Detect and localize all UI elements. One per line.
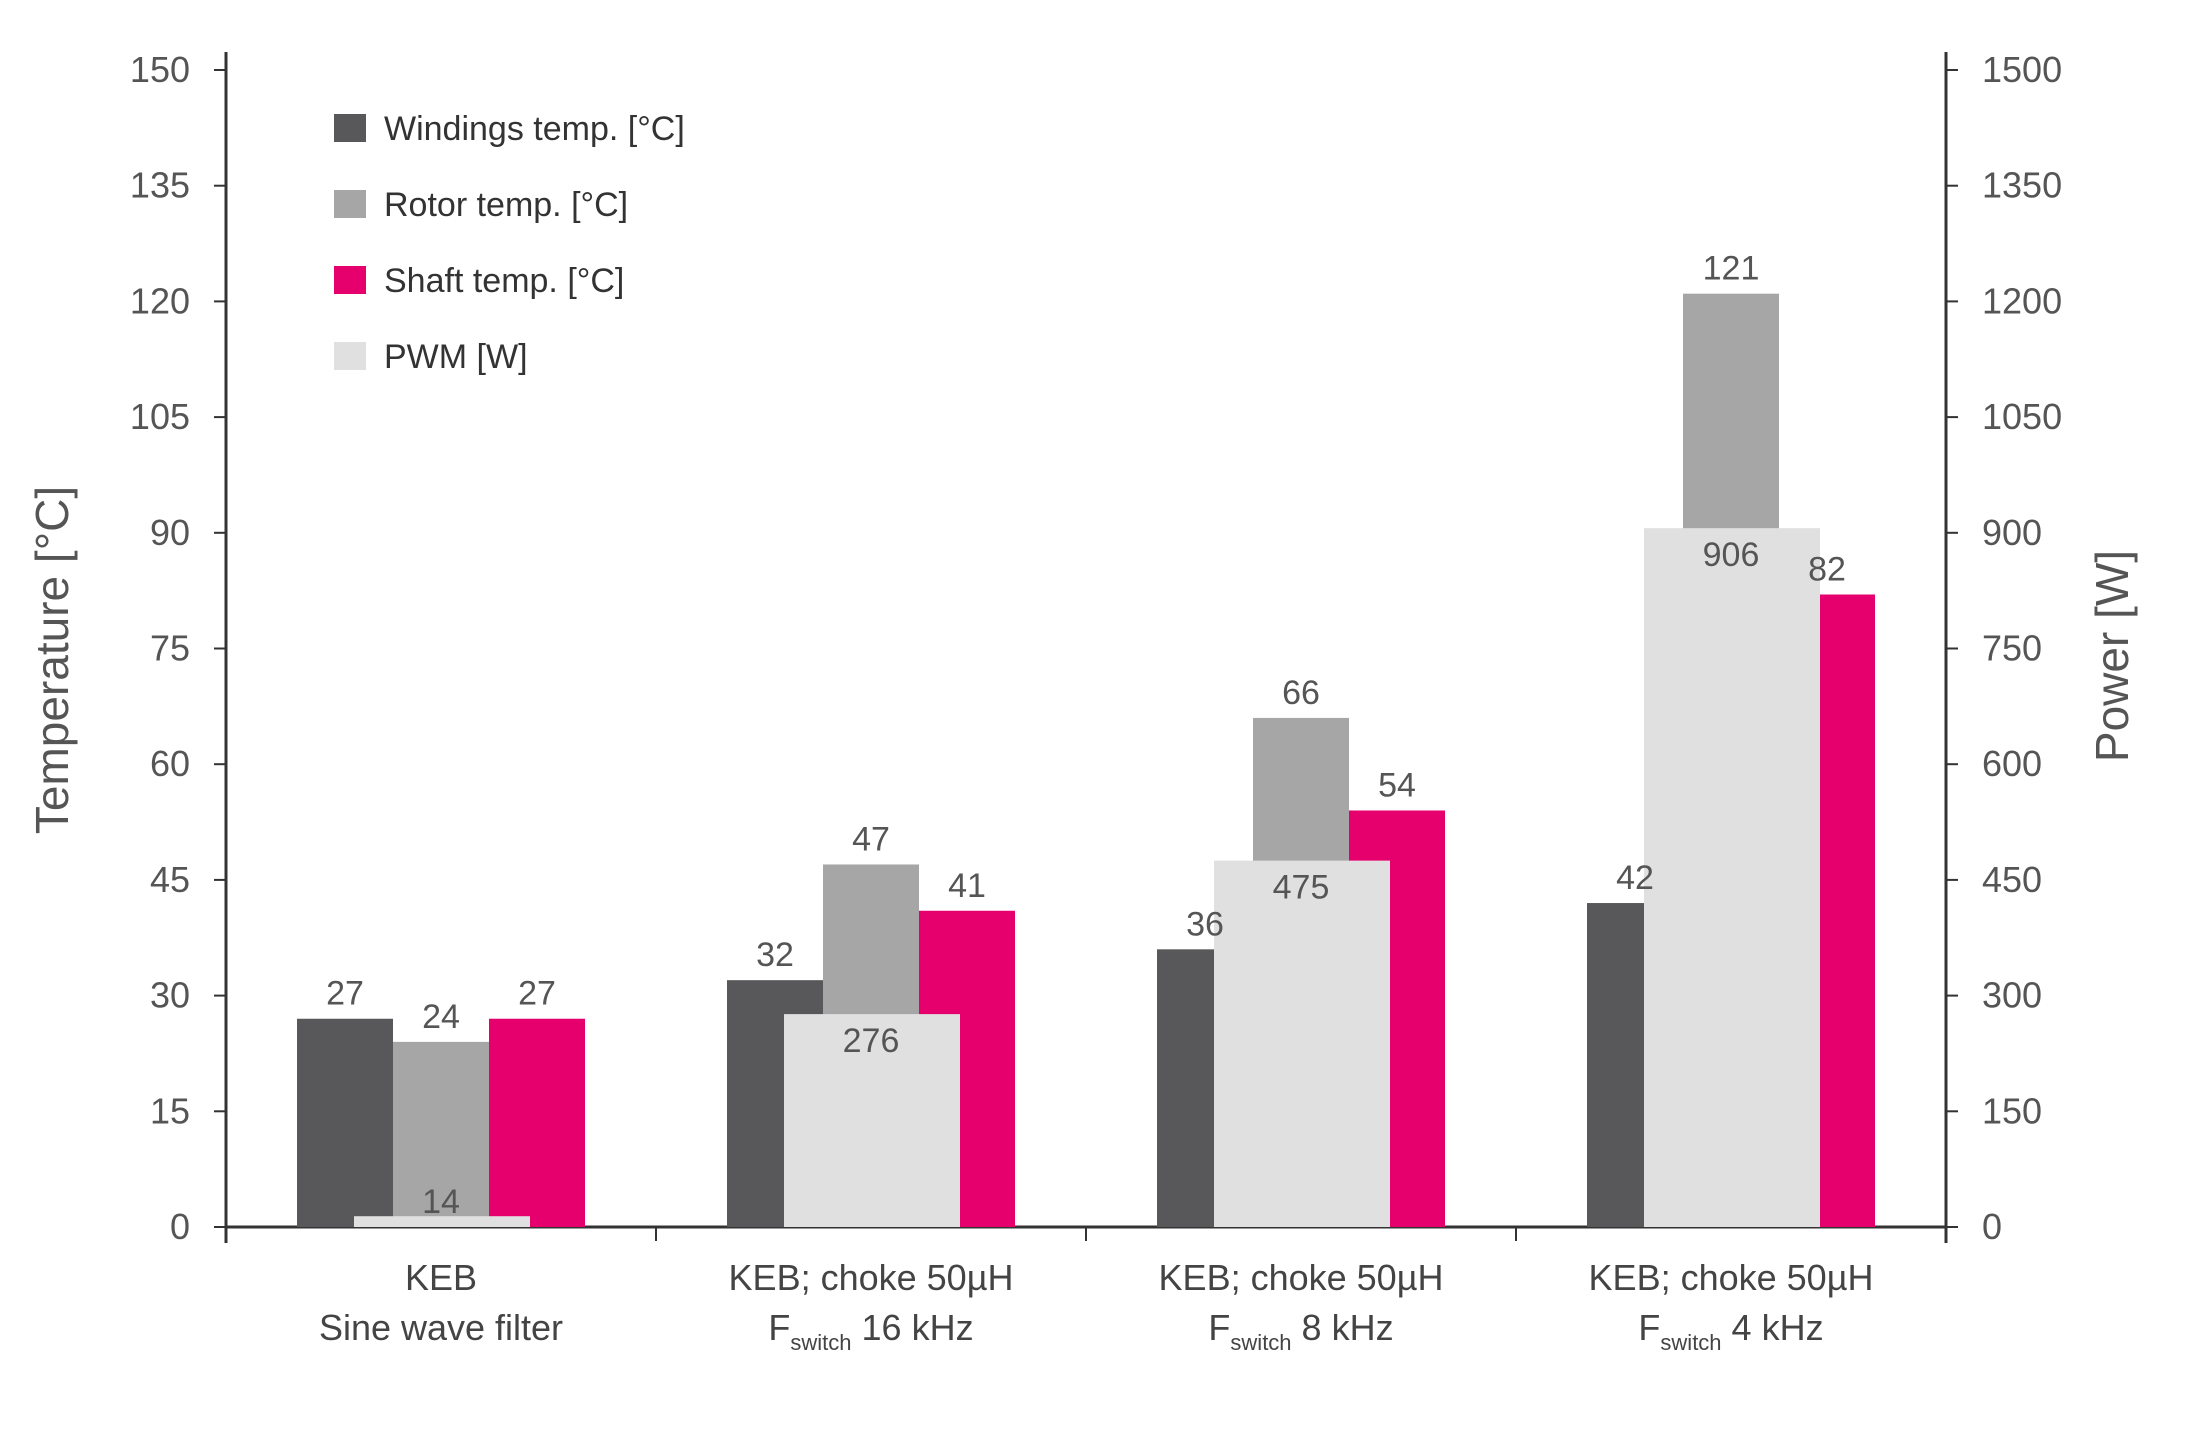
legend-label: Rotor temp. [°C] [384, 186, 628, 224]
right-tick-label: 300 [1982, 975, 2042, 1016]
bar-pwm-power [1214, 860, 1390, 1227]
category-label-main: F [768, 1307, 790, 1348]
legend-swatch [334, 190, 366, 218]
data-label-pwm: 276 [843, 1022, 900, 1060]
bar-pwm-power [354, 1216, 530, 1227]
left-axis-title: Temperature [°C] [26, 486, 78, 834]
data-label-shaft: 54 [1378, 766, 1416, 804]
legend-swatch [334, 342, 366, 370]
legend-label: Shaft temp. [°C] [384, 262, 624, 300]
left-tick-label: 120 [130, 280, 190, 321]
data-label-windings: 36 [1186, 905, 1224, 943]
legend-swatch [334, 266, 366, 294]
legend-swatch [334, 114, 366, 142]
category-label-subscript: switch [1660, 1330, 1721, 1355]
category-label-subscript: switch [790, 1330, 851, 1355]
category-label-main: F [1638, 1307, 1660, 1348]
data-label-shaft: 41 [948, 867, 986, 905]
right-axis-title: Power [W] [2086, 550, 2138, 762]
data-label-windings: 42 [1616, 859, 1654, 897]
data-label-pwm: 475 [1273, 869, 1330, 907]
right-tick-label: 0 [1982, 1206, 2002, 1247]
category-label-main: F [1208, 1307, 1230, 1348]
bar-pwm-power [1644, 528, 1820, 1227]
bar-pwm-power [784, 1014, 960, 1227]
data-label-pwm: 14 [422, 1183, 460, 1221]
left-tick-label: 30 [150, 975, 190, 1016]
category-label-line1: KEB; choke 50µH [1589, 1257, 1874, 1298]
data-label-shaft: 82 [1808, 551, 1846, 589]
category-label-main: Sine wave filter [319, 1307, 563, 1348]
category-label-line1: KEB [405, 1257, 477, 1298]
left-tick-label: 45 [150, 859, 190, 900]
bar-shaft-temp [489, 1018, 585, 1227]
right-tick-label: 150 [1982, 1090, 2042, 1131]
left-tick-label: 0 [170, 1206, 190, 1247]
right-tick-label: 1500 [1982, 49, 2062, 90]
legend-label: PWM [W] [384, 338, 528, 376]
left-tick-label: 15 [150, 1090, 190, 1131]
category-label-line1: KEB; choke 50µH [729, 1257, 1014, 1298]
category-label-line1: KEB; choke 50µH [1159, 1257, 1444, 1298]
category-label-line2: Sine wave filter [319, 1307, 563, 1348]
left-tick-label: 90 [150, 512, 190, 553]
right-tick-label: 1050 [1982, 396, 2062, 437]
right-tick-label: 1200 [1982, 280, 2062, 321]
right-tick-label: 1350 [1982, 165, 2062, 206]
category-label-rest: 16 kHz [852, 1307, 974, 1348]
category-label-line2: Fswitch 8 kHz [1208, 1307, 1393, 1355]
legend: Windings temp. [°C] Rotor temp. [°C] Shaft… [334, 110, 685, 376]
left-tick-label: 60 [150, 743, 190, 784]
axes: 0153045607590105120135150015030045060075… [130, 49, 2062, 1247]
left-tick-label: 75 [150, 628, 190, 669]
data-label-rotor: 66 [1282, 674, 1320, 712]
right-tick-label: 900 [1982, 512, 2042, 553]
legend-label: Windings temp. [°C] [384, 110, 685, 148]
left-tick-label: 135 [130, 165, 190, 206]
data-label-shaft: 27 [518, 975, 556, 1013]
data-label-rotor: 24 [422, 998, 460, 1036]
data-label-windings: 32 [756, 936, 794, 974]
data-label-windings: 27 [326, 975, 364, 1013]
bar-windings-temp [297, 1018, 393, 1227]
category-label-rest: 8 kHz [1292, 1307, 1394, 1348]
left-tick-label: 150 [130, 49, 190, 90]
category-label-line2: Fswitch 4 kHz [1638, 1307, 1823, 1355]
right-tick-label: 600 [1982, 743, 2042, 784]
bar-rotor-temp [393, 1041, 489, 1227]
category-label-line2: Fswitch 16 kHz [768, 1307, 973, 1355]
left-tick-label: 105 [130, 396, 190, 437]
right-tick-label: 450 [1982, 859, 2042, 900]
bars [297, 293, 1875, 1228]
category-label-subscript: switch [1230, 1330, 1291, 1355]
category-label-rest: 4 kHz [1722, 1307, 1824, 1348]
right-tick-label: 750 [1982, 628, 2042, 669]
data-labels: 27 24 27 14 KEB Sine wave filter 32 47 41 276 KEB;… [319, 250, 1874, 1355]
data-label-rotor: 121 [1703, 250, 1760, 288]
data-label-pwm: 906 [1703, 536, 1760, 574]
data-label-rotor: 47 [852, 820, 890, 858]
